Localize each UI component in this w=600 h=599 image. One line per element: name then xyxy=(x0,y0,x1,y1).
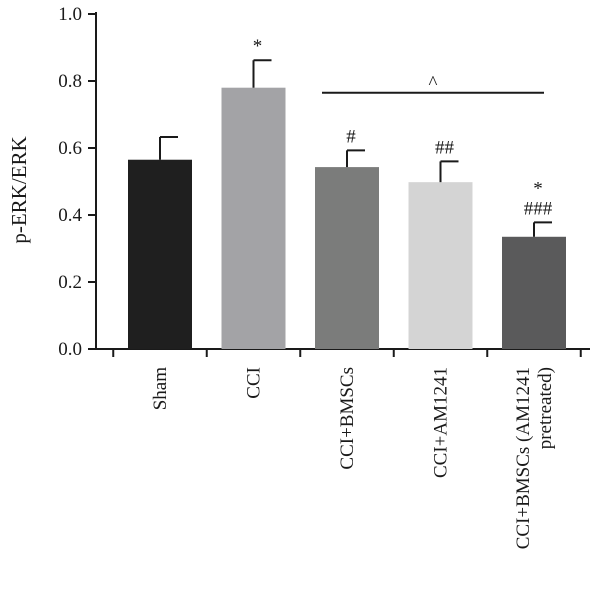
y-tick-label: 0.0 xyxy=(58,339,82,360)
bar xyxy=(315,167,379,349)
category-label: CCI xyxy=(244,367,265,399)
bar xyxy=(128,159,192,349)
x-axis xyxy=(96,348,590,357)
y-tick-label: 0.6 xyxy=(58,138,82,159)
category-label: pretreated) xyxy=(535,367,556,449)
significance-label: # xyxy=(346,126,356,147)
category-label: CCI+BMSCs (AM1241 xyxy=(513,367,534,549)
significance-label: ### xyxy=(524,198,553,219)
y-tick-label: 0.2 xyxy=(58,272,82,293)
comparison-label: ^ xyxy=(429,73,438,94)
y-axis: 0.0 0.2 0.4 0.6 0.8 1.0 xyxy=(58,4,97,360)
category-labels: Sham CCI CCI+BMSCs CCI+AM1241 CCI+BMSCs (AM1… xyxy=(150,367,556,550)
bar xyxy=(408,182,473,349)
category-label: CCI+AM1241 xyxy=(431,367,452,478)
significance-label: ## xyxy=(435,137,455,158)
bar xyxy=(221,87,286,349)
bar xyxy=(502,236,566,349)
significance-label: * xyxy=(533,178,543,199)
bars xyxy=(128,87,566,349)
error-bars xyxy=(159,59,552,237)
y-tick-label: 1.0 xyxy=(58,4,82,25)
y-axis-title: p-ERK/ERK xyxy=(7,136,31,243)
y-tick-label: 0.4 xyxy=(58,205,82,226)
category-label: CCI+BMSCs xyxy=(337,367,358,470)
category-label: Sham xyxy=(150,367,171,411)
significance-annotations: *###*###^ xyxy=(253,36,553,219)
y-tick-label: 0.8 xyxy=(58,71,82,92)
significance-label: * xyxy=(253,36,263,57)
